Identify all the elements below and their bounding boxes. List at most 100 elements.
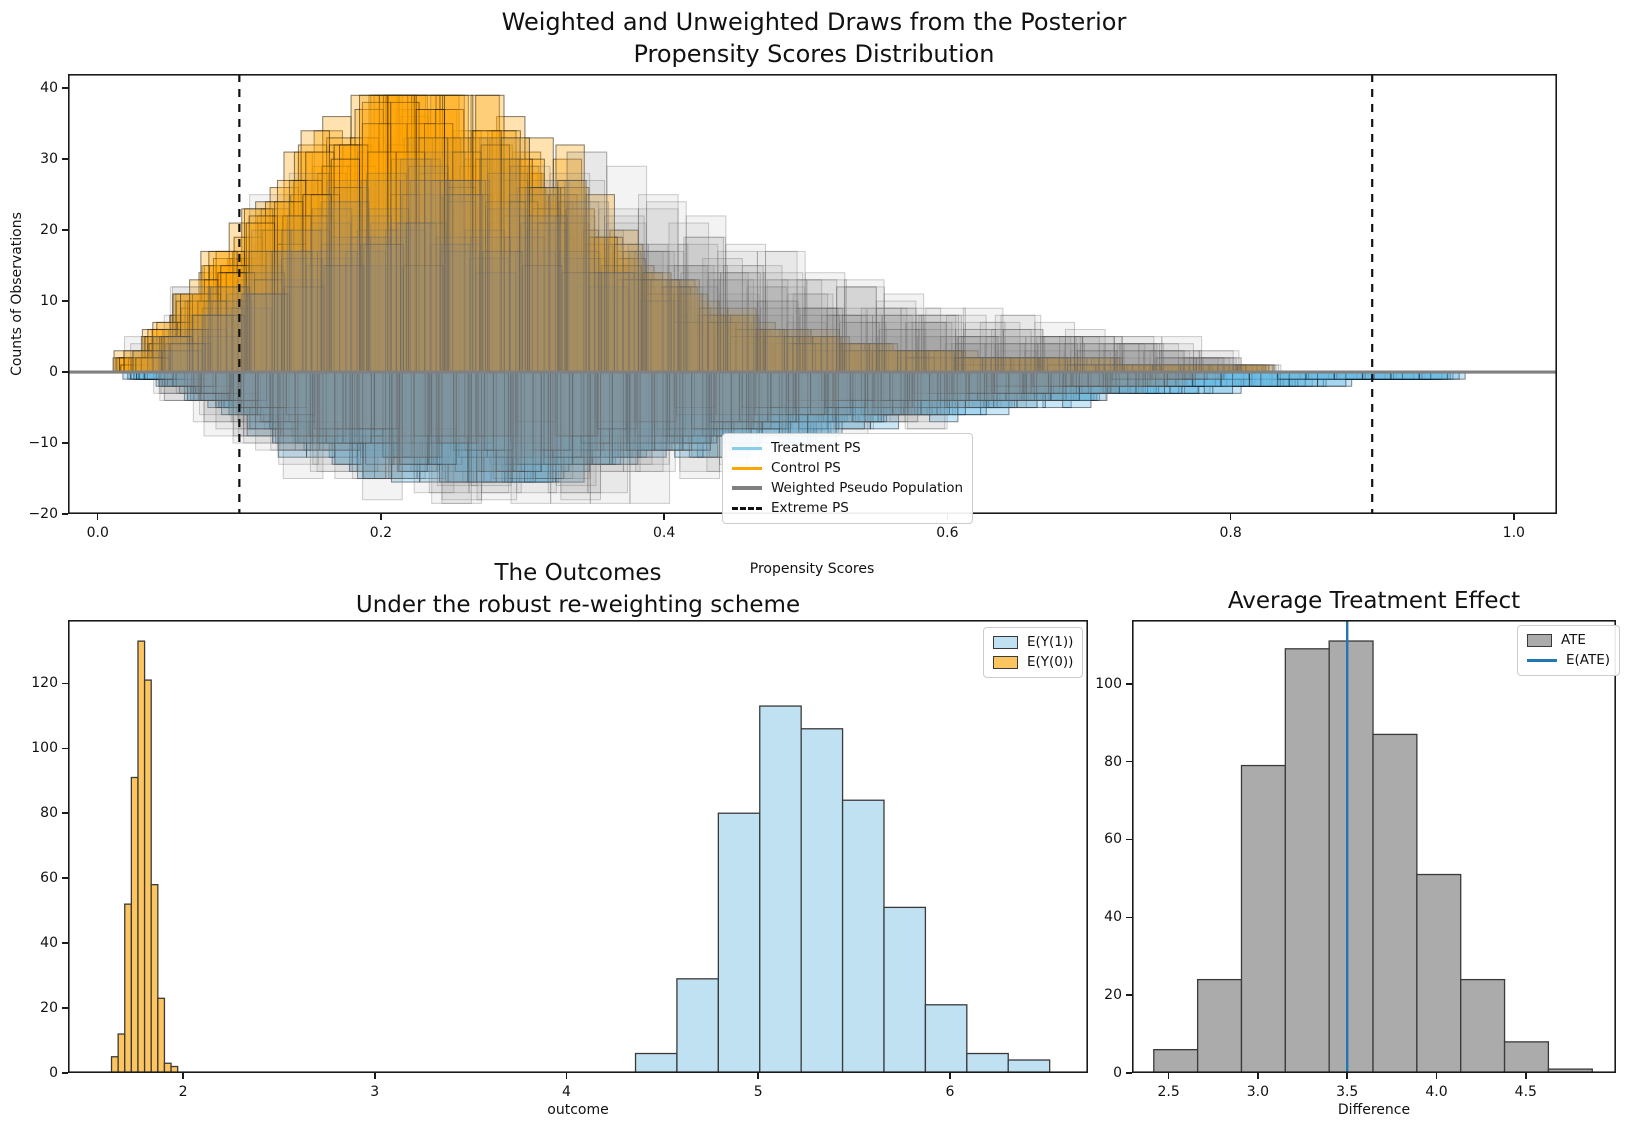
legend-item-e-y-0-: E(Y(0)) xyxy=(993,654,1073,671)
histogram-bar xyxy=(679,371,720,480)
propensity-y-tick xyxy=(62,513,68,515)
histogram-bar xyxy=(540,371,570,472)
histogram-bar xyxy=(864,371,906,423)
histogram-bar xyxy=(564,179,606,373)
histogram-bar xyxy=(370,222,411,373)
histogram-bar xyxy=(594,272,636,373)
histogram-bar xyxy=(255,371,296,451)
histogram-bar xyxy=(247,293,288,373)
histogram-bar xyxy=(528,187,559,373)
histogram-bar xyxy=(288,371,318,423)
posterior-draw xyxy=(153,371,1186,480)
legend-patch-swatch xyxy=(993,655,1018,669)
posterior-draw xyxy=(162,137,1274,373)
histogram-bar xyxy=(634,1052,678,1073)
histogram-bar xyxy=(756,300,798,373)
histogram-bar xyxy=(673,265,715,373)
histogram-bar xyxy=(157,997,166,1073)
histogram-bar xyxy=(875,307,917,373)
histogram-bar xyxy=(845,321,887,373)
histogram-bar xyxy=(955,343,996,373)
histogram-bar xyxy=(770,371,812,409)
histogram-bar xyxy=(713,371,755,430)
histogram-bar xyxy=(186,328,228,373)
histogram-bar xyxy=(796,307,838,373)
histogram-bar xyxy=(701,314,732,373)
histogram-bar xyxy=(1063,343,1105,373)
histogram-bar xyxy=(547,371,589,494)
histogram-bar xyxy=(289,229,330,373)
histogram-bar xyxy=(558,201,600,373)
histogram-bar xyxy=(682,371,712,444)
histogram-bar xyxy=(1142,371,1184,387)
histogram-bar xyxy=(475,371,516,437)
histogram-bar xyxy=(746,371,787,430)
histogram-bar xyxy=(677,286,719,373)
histogram-bar xyxy=(470,371,512,487)
histogram-bar xyxy=(840,343,870,373)
histogram-bar xyxy=(531,187,562,373)
histogram-bar xyxy=(1025,371,1067,401)
histogram-bar xyxy=(601,265,642,373)
histogram-bar xyxy=(645,265,687,373)
histogram-bar xyxy=(628,371,658,437)
histogram-bar xyxy=(589,272,630,373)
legend-patch-swatch xyxy=(1527,633,1552,647)
histogram-bar xyxy=(243,371,284,437)
histogram-bar xyxy=(611,371,653,458)
histogram-bar xyxy=(191,314,233,373)
histogram-bar xyxy=(452,130,482,373)
histogram-bar xyxy=(251,229,292,373)
histogram-bar xyxy=(718,321,748,373)
histogram-bar xyxy=(1034,343,1076,373)
histogram-bar xyxy=(435,236,477,373)
histogram-bar xyxy=(163,314,205,373)
histogram-bar xyxy=(441,371,483,504)
histogram-bar xyxy=(824,371,854,409)
histogram-bar xyxy=(532,371,574,480)
histogram-bar xyxy=(237,371,279,437)
histogram-bar xyxy=(1002,328,1044,373)
outcomes-x-tick xyxy=(949,1073,951,1079)
histogram-bar xyxy=(286,215,328,373)
histogram-bar xyxy=(588,236,618,373)
histogram-bar xyxy=(555,371,597,487)
posterior-draw xyxy=(193,371,1226,504)
histogram-bar xyxy=(589,371,631,504)
histogram-bar xyxy=(800,728,844,1073)
histogram-bar xyxy=(758,336,788,373)
histogram-bar xyxy=(622,279,652,373)
histogram-bar xyxy=(911,321,953,373)
histogram-bar xyxy=(436,371,477,444)
histogram-bar xyxy=(398,371,440,458)
histogram-bar xyxy=(860,307,902,373)
histogram-bar xyxy=(305,215,335,373)
propensity-legend: Treatment PS Control PS Weighted Pseudo Po… xyxy=(722,433,974,524)
histogram-bar xyxy=(713,371,743,423)
histogram-bar xyxy=(208,250,238,373)
histogram-bar xyxy=(401,371,443,458)
histogram-bar xyxy=(810,371,851,416)
histogram-bar xyxy=(787,371,829,401)
histogram-bar xyxy=(755,328,785,373)
histogram-bar xyxy=(482,250,523,373)
histogram-bar xyxy=(209,286,251,373)
histogram-bar xyxy=(1040,336,1081,373)
histogram-bar xyxy=(889,371,931,423)
outcomes-y-tick-label: 120 xyxy=(31,675,58,692)
histogram-bar xyxy=(741,265,783,373)
histogram-bar xyxy=(1063,371,1104,387)
propensity-y-tick-label: −10 xyxy=(28,435,58,452)
histogram-bar xyxy=(827,314,868,373)
histogram-bar xyxy=(747,371,789,430)
histogram-bar xyxy=(756,250,798,373)
series-control-ps xyxy=(112,94,1275,373)
histogram-bar xyxy=(524,371,554,483)
histogram-bar xyxy=(593,371,623,437)
histogram-bar xyxy=(645,300,675,373)
outcomes-y-tick-label: 100 xyxy=(31,740,58,757)
histogram-bar xyxy=(872,371,914,409)
histogram-bar xyxy=(799,314,841,373)
histogram-bar xyxy=(320,243,362,373)
histogram-bar xyxy=(423,371,453,444)
